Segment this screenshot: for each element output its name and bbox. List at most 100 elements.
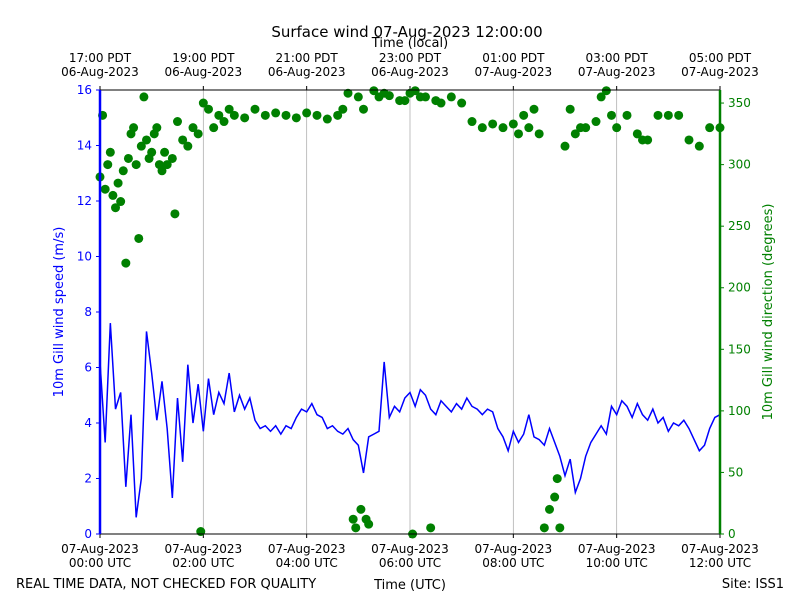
direction-point	[167, 153, 177, 163]
direction-point	[565, 104, 575, 114]
direction-point	[601, 86, 611, 96]
direction-point	[384, 91, 394, 101]
direction-point	[426, 523, 436, 533]
direction-point	[457, 98, 467, 108]
direction-point	[250, 104, 260, 114]
y-tick-label: 4	[84, 416, 92, 430]
direction-point	[173, 117, 182, 127]
direction-point	[123, 153, 133, 163]
direction-point	[653, 110, 663, 120]
direction-point	[196, 527, 206, 537]
direction-point	[183, 141, 193, 151]
direction-point	[694, 141, 704, 151]
footer-note: REAL TIME DATA, NOT CHECKED FOR QUALITY	[16, 577, 316, 592]
direction-point	[705, 123, 715, 133]
y-tick-label: 0	[84, 527, 92, 541]
direction-point	[446, 92, 456, 102]
direction-point	[539, 523, 549, 533]
direction-point	[555, 523, 565, 533]
direction-point	[193, 129, 203, 139]
y2-tick-label: 250	[728, 219, 751, 233]
direction-point	[209, 123, 219, 133]
y-axis-label: 10m Gill wind speed (m/s)	[52, 227, 67, 398]
y2-tick-label: 150	[728, 342, 751, 356]
x-tick-label: 07-Aug-2023 00:00 UTC	[61, 542, 139, 570]
direction-point	[570, 129, 580, 139]
y2-tick-label: 200	[728, 281, 751, 295]
direction-point	[136, 141, 146, 151]
direction-point	[356, 504, 366, 514]
direction-point	[103, 160, 113, 170]
direction-point	[260, 110, 270, 120]
x2-axis-label: Time (local)	[371, 36, 448, 51]
direction-point	[152, 123, 162, 133]
direction-point	[622, 110, 632, 120]
direction-point	[612, 123, 622, 133]
y2-tick-label: 0	[728, 527, 736, 541]
direction-point	[552, 474, 562, 484]
x-tick-label: 07-Aug-2023 02:00 UTC	[164, 542, 243, 570]
direction-point	[353, 92, 363, 102]
direction-point	[240, 113, 250, 123]
y-tick-label: 2	[84, 472, 92, 486]
direction-point	[224, 104, 234, 114]
x2-tick-label: 21:00 PDT 06-Aug-2023	[267, 51, 346, 79]
direction-point	[157, 166, 167, 176]
direction-point	[219, 117, 229, 127]
direction-point	[131, 160, 141, 170]
y2-tick-label: 300	[728, 158, 751, 172]
chart-title: Surface wind 07-Aug-2023 12:00:00	[271, 23, 542, 41]
direction-point	[591, 117, 601, 127]
direction-point	[129, 123, 139, 133]
direction-point	[508, 119, 518, 129]
y-tick-label: 8	[84, 305, 92, 319]
y2-axis-label: 10m Gill wind direction (degrees)	[761, 204, 776, 421]
direction-point	[663, 110, 673, 120]
direction-point	[498, 123, 508, 133]
direction-point	[108, 190, 118, 200]
direction-point	[160, 147, 170, 157]
x-tick-label: 07-Aug-2023 04:00 UTC	[267, 542, 346, 570]
direction-point	[162, 160, 172, 170]
direction-point	[105, 147, 115, 157]
direction-point	[116, 197, 126, 207]
direction-point	[333, 110, 343, 120]
direction-point	[364, 519, 374, 529]
y2-tick-label: 50	[728, 465, 743, 479]
direction-point	[550, 492, 560, 502]
direction-point	[343, 88, 353, 98]
y-tick-label: 12	[77, 194, 92, 208]
y2-tick-label: 100	[728, 404, 751, 418]
direction-point	[436, 98, 446, 108]
direction-point	[359, 104, 368, 114]
y2-tick-label: 350	[728, 96, 751, 110]
direction-point	[421, 92, 430, 102]
y-tick-label: 6	[84, 361, 92, 375]
direction-point	[271, 108, 281, 118]
x2-tick-label: 17:00 PDT 06-Aug-2023	[61, 51, 139, 79]
direction-point	[400, 96, 410, 106]
direction-point	[139, 92, 149, 102]
direction-point	[643, 135, 653, 145]
y-tick-label: 10	[77, 250, 92, 264]
x2-tick-label: 03:00 PDT 07-Aug-2023	[577, 51, 656, 79]
direction-point	[338, 104, 348, 114]
direction-point	[674, 110, 684, 120]
x2-tick-label: 01:00 PDT 07-Aug-2023	[474, 51, 553, 79]
direction-point	[204, 104, 213, 114]
direction-point	[607, 110, 616, 120]
direction-point	[529, 104, 539, 114]
direction-point	[142, 135, 151, 145]
direction-point	[302, 108, 312, 118]
direction-point	[214, 110, 224, 120]
direction-point	[467, 117, 477, 127]
direction-point	[534, 129, 544, 139]
x-tick-label: 07-Aug-2023 06:00 UTC	[371, 542, 449, 570]
x-tick-label: 07-Aug-2023 10:00 UTC	[577, 542, 656, 570]
direction-point	[134, 233, 144, 243]
direction-point	[348, 514, 358, 524]
x-tick-label: 07-Aug-2023 08:00 UTC	[474, 542, 553, 570]
speed-line	[99, 323, 721, 518]
direction-point	[410, 86, 420, 96]
